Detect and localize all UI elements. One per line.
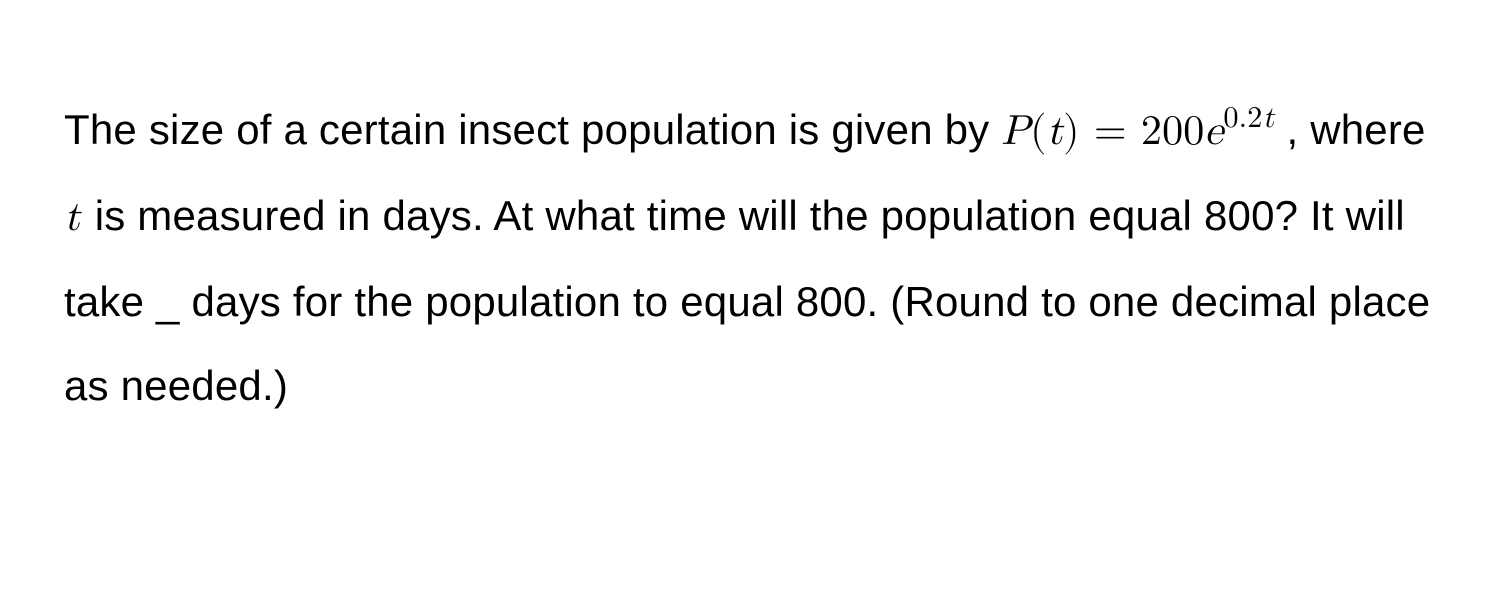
exp-coef: 0.2 [1223, 103, 1262, 133]
problem-text: The size of a certain insect population … [64, 88, 1436, 428]
text-segment-2: , where [1286, 106, 1425, 153]
rparen: ) [1063, 111, 1080, 153]
lparen: ( [1030, 111, 1047, 153]
coef-200: 200 [1141, 111, 1205, 153]
problem-container: The size of a certain insect population … [0, 0, 1500, 492]
equation: P(t) = 200e0.2t [1001, 111, 1274, 153]
text-segment-1: The size of a certain insect population … [64, 106, 1001, 153]
equals: = [1080, 111, 1141, 153]
exp-var: t [1263, 103, 1275, 133]
var-t: t [1047, 111, 1064, 153]
text-segment-3: is measured in days. At what time will t… [64, 192, 1430, 409]
var-t-inline: t [64, 197, 95, 239]
var-e: e [1205, 111, 1224, 153]
var-P: P [1001, 111, 1030, 153]
exponent: 0.2t [1223, 103, 1274, 133]
